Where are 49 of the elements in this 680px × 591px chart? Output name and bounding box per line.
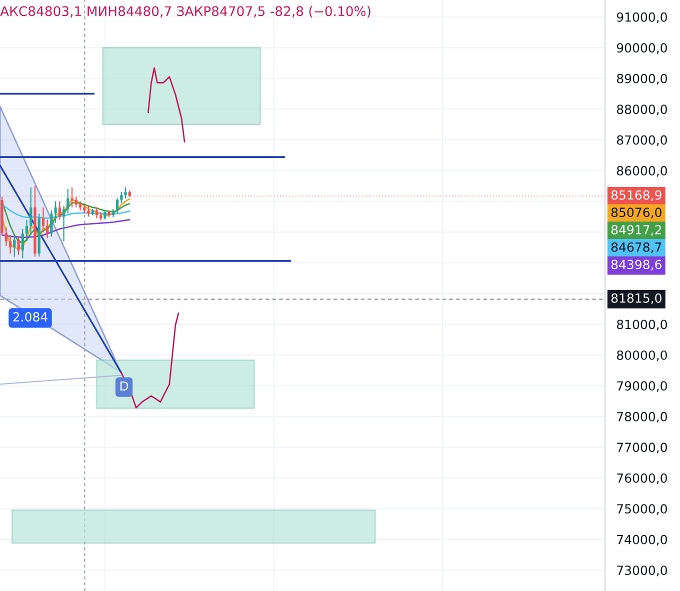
candlestick bbox=[58, 200, 61, 220]
candlestick bbox=[116, 198, 119, 214]
y-tick-label: 86000,0 bbox=[616, 166, 667, 177]
text: 84678,7 bbox=[611, 242, 662, 254]
ref-line-label: 81815,0 bbox=[611, 293, 662, 304]
candlestick bbox=[46, 219, 49, 239]
y-tick-label: 81000,0 bbox=[616, 320, 667, 330]
text: 85076,0 bbox=[611, 208, 662, 218]
text: 84398,6 bbox=[611, 260, 662, 270]
line-series bbox=[1, 198, 130, 250]
candlestick bbox=[87, 205, 90, 218]
y-tick-label: 87000,0 bbox=[616, 135, 667, 146]
y-tick-label: 89000,0 bbox=[616, 74, 667, 85]
candlestick bbox=[8, 234, 12, 254]
annotation: D bbox=[120, 381, 128, 391]
ref-line-label: 85168,9 bbox=[611, 190, 662, 202]
text: 84917,2 bbox=[611, 225, 661, 236]
y-tick-label: 91000,0 bbox=[616, 12, 667, 24]
candlestick bbox=[124, 186, 127, 199]
candlestick bbox=[83, 204, 86, 214]
annotation: 2.084 bbox=[13, 312, 48, 322]
candlestick bbox=[70, 186, 74, 208]
y-tick-label: 74000,0 bbox=[617, 534, 667, 546]
candlestick bbox=[30, 186, 32, 236]
candlestick bbox=[66, 188, 70, 214]
candlestick bbox=[74, 196, 78, 208]
candlestick bbox=[104, 210, 106, 220]
y-tick-label: 90000,0 bbox=[616, 43, 667, 54]
candlestick bbox=[17, 236, 20, 256]
candlestick bbox=[54, 200, 57, 224]
y-tick-label: 76000,0 bbox=[617, 473, 667, 484]
candlestick bbox=[50, 210, 53, 238]
candlestick bbox=[25, 219, 28, 242]
y-tick-label: 79000,0 bbox=[617, 381, 667, 392]
y-tick-label: 88000,0 bbox=[616, 104, 667, 116]
candlestick bbox=[78, 200, 82, 212]
y-tick-label: 75000,0 bbox=[617, 504, 667, 515]
candlestick bbox=[13, 234, 16, 258]
candlestick bbox=[120, 192, 123, 204]
y-tick-label: 78000,0 bbox=[617, 412, 667, 423]
candlestick bbox=[4, 226, 8, 246]
chart-title: АКС84803,1 МИН84480,7 ЗАКР84707,5 -82,8 (−0.10%) bbox=[0, 6, 370, 18]
candlestick bbox=[21, 228, 24, 259]
y-tick-label: 73000,0 bbox=[617, 566, 667, 576]
candlestick bbox=[95, 206, 98, 219]
candlestick bbox=[62, 205, 66, 242]
y-tick-label: 80000,0 bbox=[616, 350, 667, 362]
candlestick bbox=[42, 206, 45, 233]
y-tick-label: 77000,0 bbox=[617, 442, 667, 454]
